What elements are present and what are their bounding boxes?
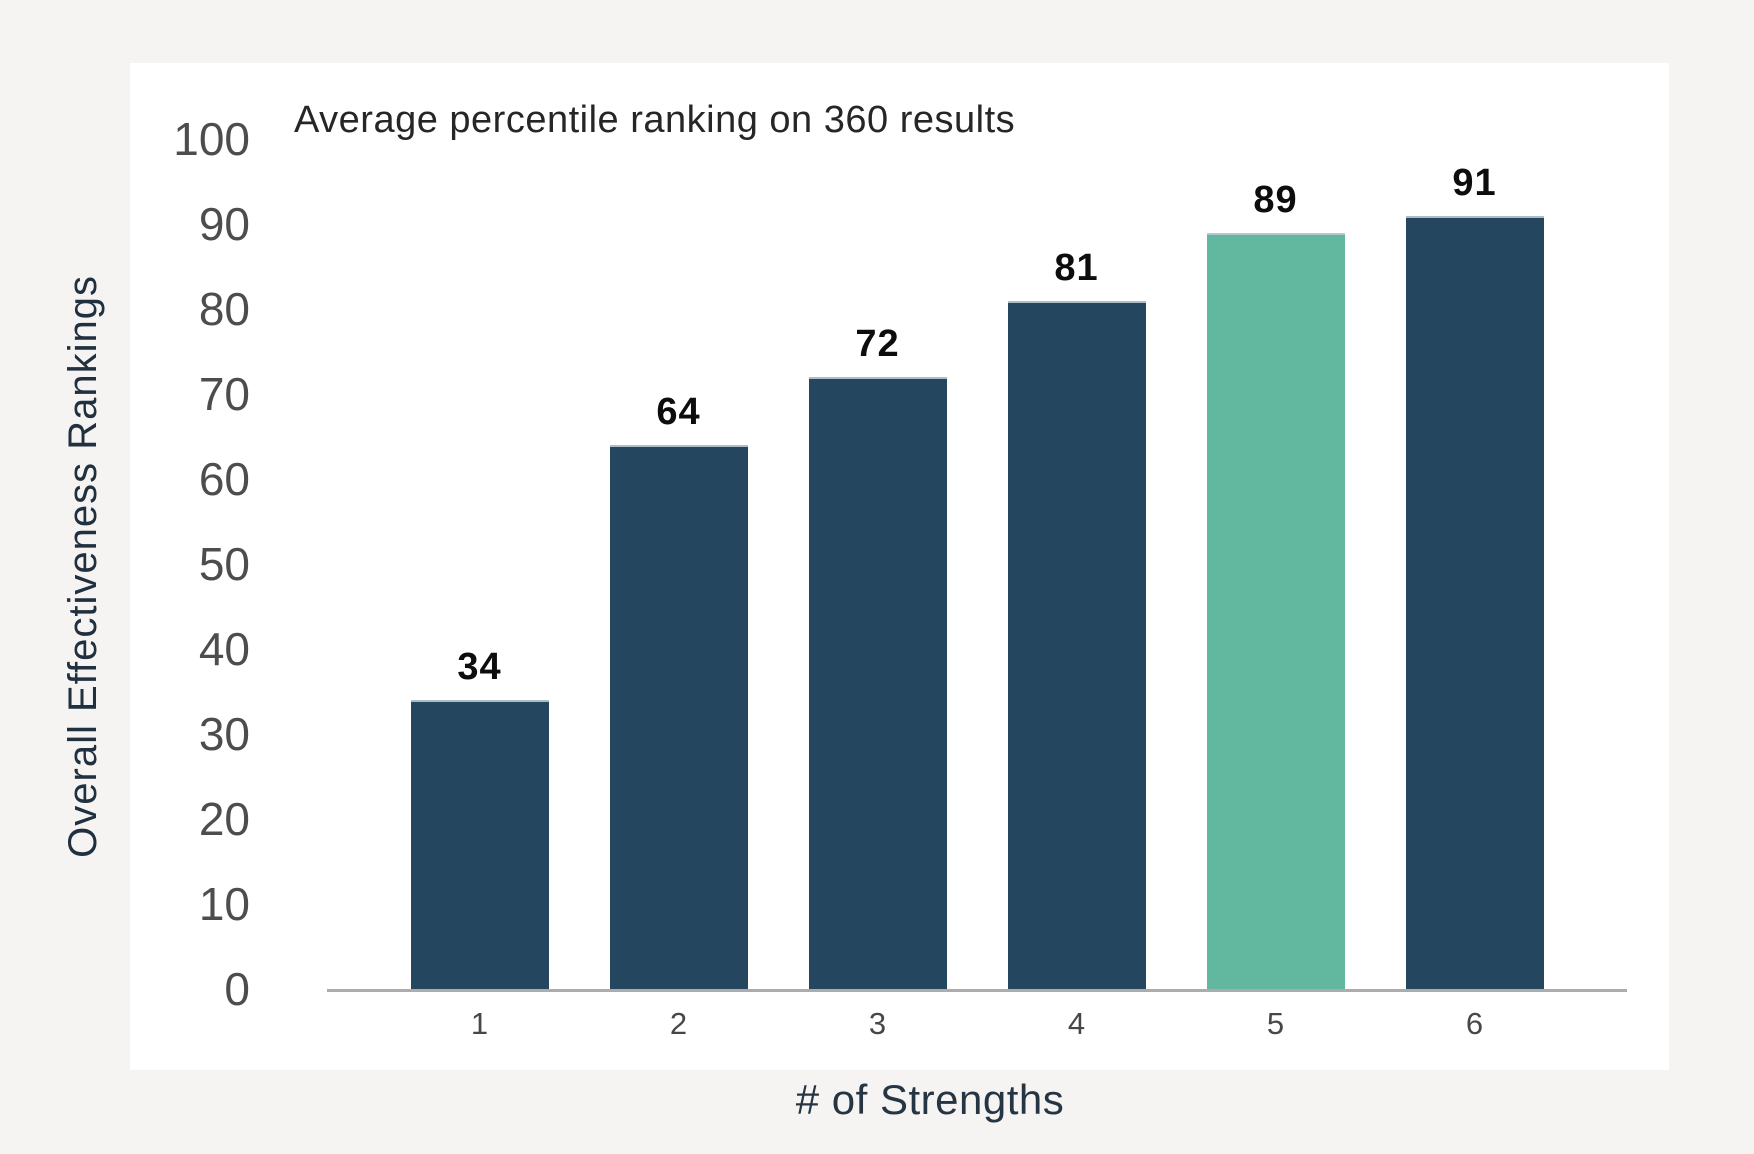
x-tick-label: 3 [868, 1006, 887, 1041]
y-axis-label: Overall Effectiveness Rankings [45, 63, 121, 1070]
bar-value-label: 64 [656, 391, 701, 433]
y-tick-label: 90 [198, 198, 250, 250]
bar [1405, 215, 1544, 989]
bar [609, 445, 748, 989]
bar-slot: 34 [380, 139, 579, 989]
y-tick-label: 50 [198, 538, 250, 590]
bar [808, 377, 947, 989]
bar-value-label: 89 [1253, 178, 1298, 221]
bar-slot: 81 [977, 139, 1176, 989]
y-tick-label: 30 [198, 708, 250, 760]
y-axis-ticks: 0 10 20 30 40 50 60 70 80 90 100 [130, 116, 250, 1012]
y-tick-label: 80 [198, 283, 250, 335]
y-tick-label: 10 [198, 878, 250, 930]
bar-highlighted [1206, 232, 1345, 989]
x-tick-label: 2 [669, 1006, 688, 1041]
bar-slot: 91 [1375, 139, 1574, 989]
plot-area: 34 64 72 81 89 91 [327, 139, 1627, 989]
bar-value-label: 34 [457, 646, 502, 688]
bar-value-label: 91 [1452, 161, 1497, 204]
x-tick-label: 1 [470, 1006, 489, 1041]
x-axis-line [327, 989, 1627, 992]
bar-slot: 89 [1176, 139, 1375, 989]
chart-title: Average percentile ranking on 360 result… [294, 99, 1016, 141]
bar-value-label: 81 [1054, 246, 1099, 289]
bars-container: 34 64 72 81 89 91 [327, 139, 1627, 989]
bar [1007, 300, 1146, 989]
bar-slot: 64 [579, 139, 778, 989]
y-axis-label-text: Overall Effectiveness Rankings [60, 275, 105, 858]
x-tick-label: 5 [1266, 1006, 1285, 1041]
x-tick-label: 4 [1067, 1006, 1086, 1041]
bar-slot: 72 [778, 139, 977, 989]
y-tick-label: 0 [224, 963, 250, 1015]
y-tick-label: 70 [198, 368, 250, 420]
y-tick-label: 100 [173, 113, 250, 165]
chart-panel: Average percentile ranking on 360 result… [130, 63, 1669, 1070]
y-tick-label: 20 [198, 793, 250, 845]
y-tick-label: 60 [198, 453, 250, 505]
x-tick-label: 6 [1465, 1006, 1484, 1041]
x-axis-label: # of Strengths [795, 1076, 1065, 1123]
bar-value-label: 72 [855, 323, 900, 365]
x-axis-ticks: 1 2 3 4 5 6 [327, 1006, 1627, 1042]
bar [410, 700, 549, 989]
y-tick-label: 40 [198, 623, 250, 675]
